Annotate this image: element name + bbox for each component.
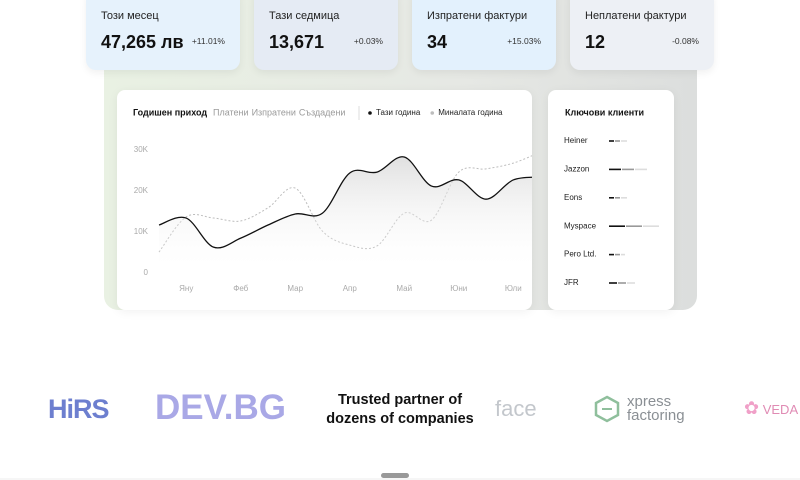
stat-card: Тази седмица 13,671 +0.03% [254,0,398,70]
x-tick-label: Апр [343,284,358,293]
stat-value: 13,671 [269,32,325,52]
client-bar [626,225,642,227]
client-name: Eons [564,193,582,202]
client-bar [618,282,626,284]
client-bar [609,140,614,142]
client-bar [615,253,620,256]
logo-hrs: HiRS [48,394,110,424]
clients-title: Ключови клиенти [565,107,644,117]
logo-xpress: xpress factoring [627,393,685,424]
logo-line: factoring [627,407,685,424]
xpress-icon [594,395,620,423]
logo-devbg: DEV.BG [155,388,286,427]
series-line [158,156,532,249]
y-tick-label: 10K [134,227,149,236]
client-bar [609,282,617,284]
legend-marker [368,111,372,115]
client-bar [621,253,625,256]
logo-veda-text: VEDA [762,402,799,417]
client-name: Heiner [564,136,588,145]
stat-card: Изпратени фактури 34 +15.03% [412,0,556,70]
tagline-line: dozens of companies [326,411,474,427]
stat-card: Неплатени фактури 12 -0.08% [570,0,714,70]
stat-change: +11.01% [191,36,225,46]
legend-marker [430,111,435,115]
client-name: Jazzon [564,165,589,174]
x-tick-label: Юли [505,284,522,293]
stat-change: +15.03% [507,36,541,46]
stat-value: 47,265 лв [101,32,184,52]
scroll-handle[interactable] [381,473,409,478]
client-bar [621,197,627,199]
tagline-line: Trusted partner of [337,392,463,408]
stat-change: -0.08% [672,36,699,46]
x-tick-label: Мар [287,284,303,293]
logo-face: face [495,396,537,421]
clients-card [548,90,674,310]
chart-tab[interactable]: Изпратени [252,107,296,117]
chart-title: Годишен приход [133,107,207,117]
stat-label: Изпратени фактури [427,10,528,22]
legend-label: Миналата година [438,108,503,117]
stat-value: 12 [585,32,606,52]
client-name: Pero Ltd. [564,250,596,259]
stat-change: +0.03% [353,36,383,46]
x-tick-label: Юни [450,284,467,293]
plot [158,155,532,273]
client-bar [609,253,614,256]
y-tick-label: 20K [134,186,149,195]
stat-card: Този месец 47,265 лв +11.01% [86,0,240,70]
client-bar [622,168,634,171]
client-bar [615,140,620,142]
y-tick-label: 0 [144,268,149,277]
client-bar [609,225,625,227]
client-bar [615,197,620,199]
client-bar [609,197,614,199]
client-bar [621,140,627,142]
y-tick-label: 30K [134,145,149,154]
legend-label: Тази година [376,108,421,117]
client-bar [643,225,659,227]
client-bar [635,168,647,171]
chart-tab[interactable]: Платени [213,107,249,117]
client-bar [627,282,635,284]
stat-value: 34 [427,32,448,52]
stat-label: Тази седмица [269,10,340,22]
chart-tab[interactable]: Създадени [299,107,346,117]
x-tick-label: Яну [179,284,193,293]
stat-label: Неплатени фактури [585,10,687,22]
client-name: JFR [564,278,579,287]
x-tick-label: Феб [233,284,248,293]
client-bar [609,168,621,171]
stat-label: Този месец [101,10,159,22]
logo-veda: ✿ VEDA [744,398,799,418]
tagline: Trusted partner of dozens of companies [320,391,480,429]
x-tick-label: Май [396,284,412,293]
area-fill [159,156,532,273]
logo-line: xpress [627,393,672,410]
client-name: Myspace [564,221,597,230]
